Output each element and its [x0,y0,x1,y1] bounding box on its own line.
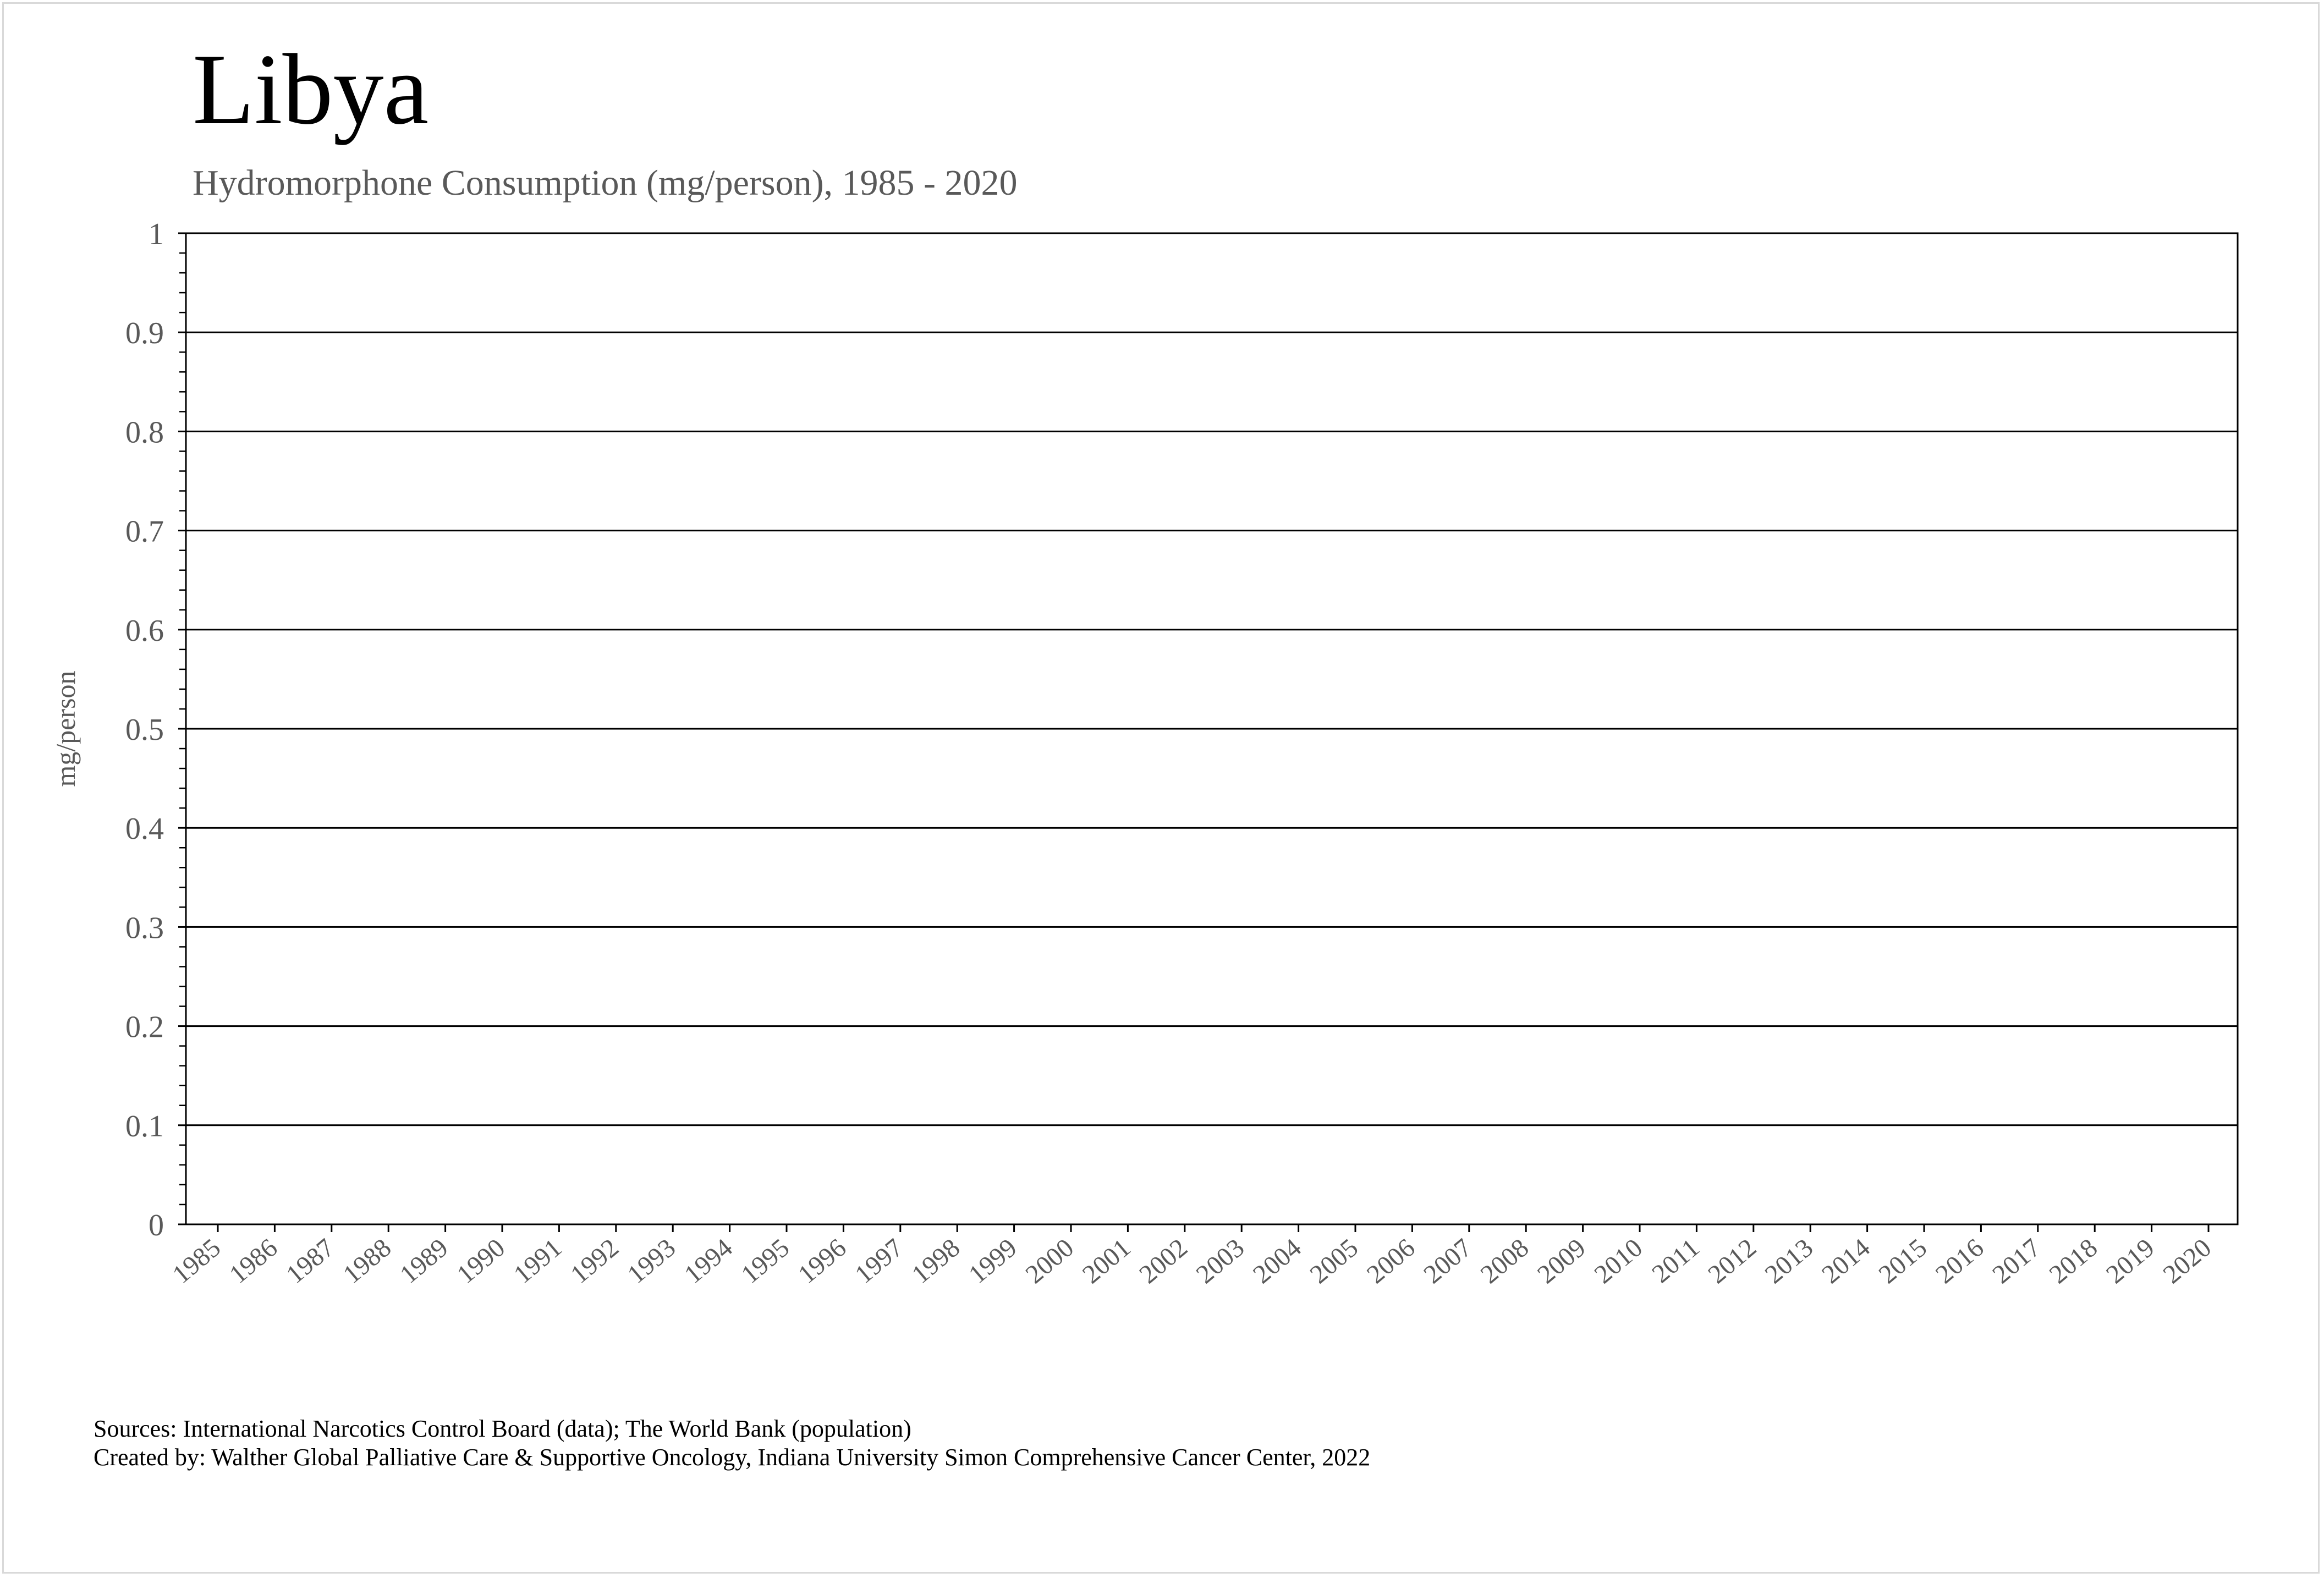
x-tick-label: 1996 [793,1233,852,1289]
x-tick-label: 1991 [508,1233,568,1289]
x-tick-label: 2017 [1987,1233,2046,1289]
x-tick-label: 1985 [167,1233,226,1289]
chart-footer: Sources: International Narcotics Control… [94,1415,1370,1472]
y-tick-label: 0.7 [125,515,164,549]
x-tick-label: 2019 [2101,1233,2160,1289]
x-tick-label: 1992 [565,1233,624,1289]
gridlines [178,232,2238,1225]
x-tick-labels: 1985198619871988198919901991199219931994… [167,1233,2217,1289]
y-tick-label: 1 [149,217,164,251]
credits-note: Created by: Walther Global Palliative Ca… [94,1444,1371,1471]
x-tick-label: 1999 [963,1233,1023,1289]
x-tick-label: 2002 [1134,1233,1193,1289]
y-tick-label: 0.9 [125,316,164,350]
x-ticks [217,1224,2210,1232]
x-tick-label: 2008 [1475,1233,1535,1289]
x-tick-label: 2011 [1646,1233,1705,1289]
x-tick-label: 2006 [1361,1233,1421,1289]
x-tick-label: 1997 [849,1233,909,1289]
y-tick-label: 0 [149,1208,164,1242]
y-tick-label: 0.1 [125,1109,164,1143]
x-tick-label: 1995 [735,1233,795,1289]
x-tick-label: 2016 [1930,1233,1990,1289]
x-tick-label: 2004 [1248,1233,1307,1289]
x-tick-label: 2001 [1077,1233,1136,1289]
x-tick-label: 1993 [622,1233,682,1289]
chart-subtitle: Hydromorphone Consumption (mg/person), 1… [193,163,1018,203]
y-tick-label: 0.4 [125,812,164,846]
x-tick-label: 2018 [2044,1233,2103,1289]
x-tick-label: 1998 [906,1233,966,1289]
y-tick-label: 0.3 [125,911,164,945]
y-axis-label: mg/person [50,670,81,787]
y-tick-label: 0.5 [125,713,164,747]
y-minor-ticks [179,252,186,1206]
y-tick-labels: 0 0.1 0.2 0.3 0.4 0.5 0.6 0.7 0.8 0.9 1 [125,217,164,1242]
x-tick-label: 2013 [1760,1233,1819,1289]
x-tick-label: 2015 [1873,1233,1932,1289]
y-tick-label: 0.6 [125,614,164,648]
y-tick-label: 0.8 [125,415,164,449]
x-tick-label: 1989 [394,1233,454,1289]
x-tick-label: 2014 [1816,1233,1876,1289]
y-tick-label: 0.2 [125,1010,164,1044]
plot-border [185,232,2239,1225]
x-tick-label: 1994 [679,1233,738,1289]
x-tick-label: 2005 [1304,1233,1364,1289]
x-tick-label: 1990 [451,1233,510,1289]
x-tick-label: 2012 [1702,1233,1762,1289]
x-tick-label: 1986 [224,1233,283,1289]
x-tick-label: 2000 [1020,1233,1079,1289]
x-tick-label: 2020 [2157,1233,2217,1289]
x-tick-label: 2007 [1418,1233,1477,1289]
x-tick-label: 1987 [281,1233,340,1289]
chart-title: Libya [193,33,429,145]
x-tick-label: 1988 [338,1233,397,1289]
x-tick-label: 2010 [1589,1233,1648,1289]
x-tick-label: 2009 [1532,1233,1591,1289]
sources-note: Sources: International Narcotics Control… [94,1415,911,1442]
plot-area-border [185,232,2239,1225]
x-tick-label: 2003 [1191,1233,1250,1289]
